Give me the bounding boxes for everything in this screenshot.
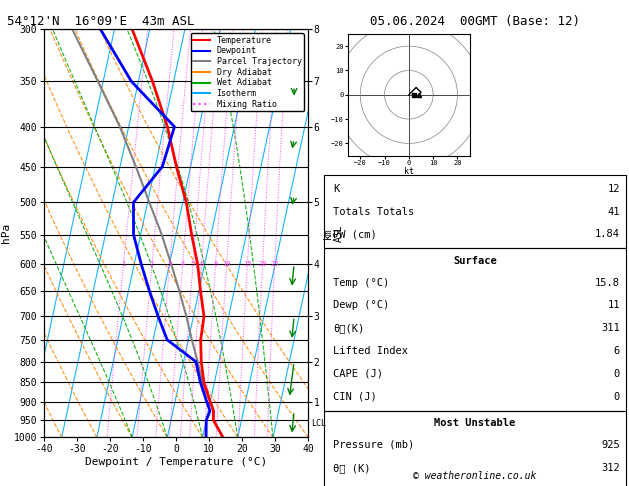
Bar (324, 248, 626, 411)
Bar (324, 175, 626, 248)
Text: 2: 2 (150, 261, 154, 267)
Text: 12: 12 (607, 184, 620, 193)
Text: K: K (333, 184, 340, 193)
Text: 25: 25 (270, 261, 279, 267)
Bar (324, 411, 626, 486)
Text: 1.84: 1.84 (595, 229, 620, 239)
Text: 0: 0 (613, 369, 620, 379)
Text: 3: 3 (167, 261, 172, 267)
Text: Most Unstable: Most Unstable (434, 418, 516, 428)
Text: 20: 20 (259, 261, 267, 267)
Text: 0: 0 (613, 392, 620, 402)
Text: Surface: Surface (453, 256, 497, 266)
Text: θᴇ(K): θᴇ(K) (333, 323, 364, 333)
X-axis label: kt: kt (404, 167, 414, 176)
Text: 10: 10 (222, 261, 231, 267)
Text: 5: 5 (191, 261, 195, 267)
X-axis label: Dewpoint / Temperature (°C): Dewpoint / Temperature (°C) (85, 457, 267, 467)
Text: PW (cm): PW (cm) (333, 229, 377, 239)
Y-axis label: km
ASL: km ASL (323, 225, 344, 242)
Legend: Temperature, Dewpoint, Parcel Trajectory, Dry Adiabat, Wet Adiabat, Isotherm, Mi: Temperature, Dewpoint, Parcel Trajectory… (191, 34, 304, 111)
Text: Pressure (mb): Pressure (mb) (333, 440, 415, 450)
Text: 6: 6 (613, 346, 620, 356)
Text: © weatheronline.co.uk: © weatheronline.co.uk (413, 471, 537, 481)
Text: 54°12'N  16°09'E  43m ASL: 54°12'N 16°09'E 43m ASL (7, 15, 194, 28)
Text: 8: 8 (213, 261, 218, 267)
Text: 6: 6 (199, 261, 204, 267)
Text: θᴇ (K): θᴇ (K) (333, 463, 370, 473)
Text: Dewp (°C): Dewp (°C) (333, 300, 389, 311)
Text: Temp (°C): Temp (°C) (333, 278, 389, 288)
Text: 1: 1 (121, 261, 126, 267)
Text: Totals Totals: Totals Totals (333, 207, 415, 216)
Text: 05.06.2024  00GMT (Base: 12): 05.06.2024 00GMT (Base: 12) (370, 15, 580, 28)
Text: 312: 312 (601, 463, 620, 473)
Y-axis label: hPa: hPa (1, 223, 11, 243)
Text: LCL: LCL (311, 419, 326, 428)
Text: CIN (J): CIN (J) (333, 392, 377, 402)
Text: 15: 15 (243, 261, 252, 267)
Text: Lifted Index: Lifted Index (333, 346, 408, 356)
Text: 11: 11 (607, 300, 620, 311)
Text: CAPE (J): CAPE (J) (333, 369, 383, 379)
Text: 311: 311 (601, 323, 620, 333)
Text: 925: 925 (601, 440, 620, 450)
Text: 4: 4 (181, 261, 185, 267)
Text: 15.8: 15.8 (595, 278, 620, 288)
Text: 41: 41 (607, 207, 620, 216)
